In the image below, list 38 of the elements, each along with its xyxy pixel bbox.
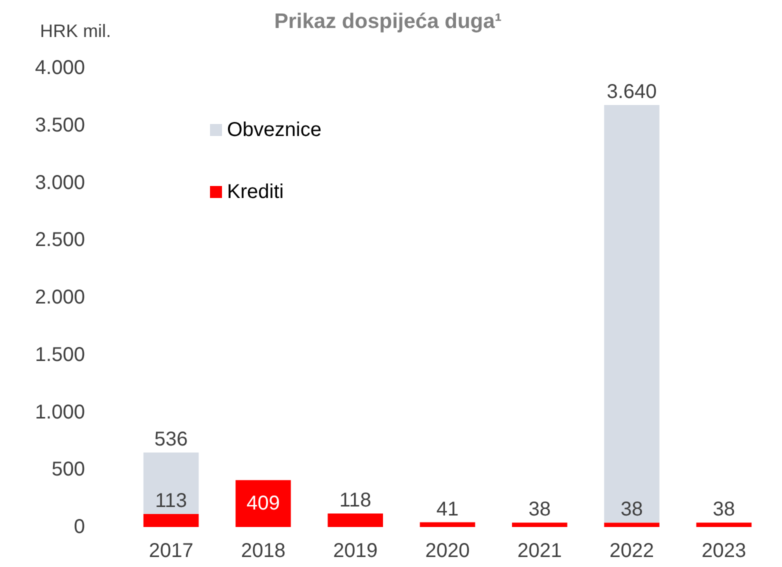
y-tick-label: 500 [52,458,85,481]
legend-label: Obveznice [227,119,322,141]
bar [236,480,291,527]
y-tick-label: 2.500 [34,229,85,252]
bar [143,514,199,527]
data-label: 38 [528,498,551,521]
y-tick-label: 1.000 [34,401,85,424]
bar [604,522,660,527]
bar [328,513,383,527]
bar [420,522,476,527]
x-tick-label: 2018 [240,540,286,562]
y-tick-label: 3.500 [34,114,85,136]
data-label: 118 [339,489,372,512]
data-label: 38 [712,498,736,521]
bar [604,104,660,523]
legend-label: Krediti [227,181,284,203]
bar [512,522,568,527]
x-tick-label: 2022 [610,540,654,562]
data-label: 3.640 [606,80,657,103]
data-label: 38 [620,498,643,521]
x-tick-label: 2020 [425,540,470,562]
y-tick-label: 2.000 [34,286,85,308]
bar [143,452,199,514]
x-tick-label: 2021 [517,540,562,562]
x-tick-label: 2023 [702,540,746,562]
y-tick-label: 4.000 [34,57,85,79]
data-label: 41 [436,498,459,520]
x-tick-label: 2019 [333,540,378,562]
y-axis-title: HRK mil. [40,21,111,41]
y-tick-label: 0 [74,516,85,538]
data-label: 409 [246,492,280,515]
y-tick-label: 3.000 [34,172,85,194]
x-tick-label: 2017 [148,540,194,562]
data-label: 113 [155,490,188,512]
data-label: 536 [154,428,188,451]
chart-title: Prikaz dospijeća duga¹ [274,10,502,33]
bar [696,522,752,527]
y-tick-label: 1.500 [34,344,85,366]
